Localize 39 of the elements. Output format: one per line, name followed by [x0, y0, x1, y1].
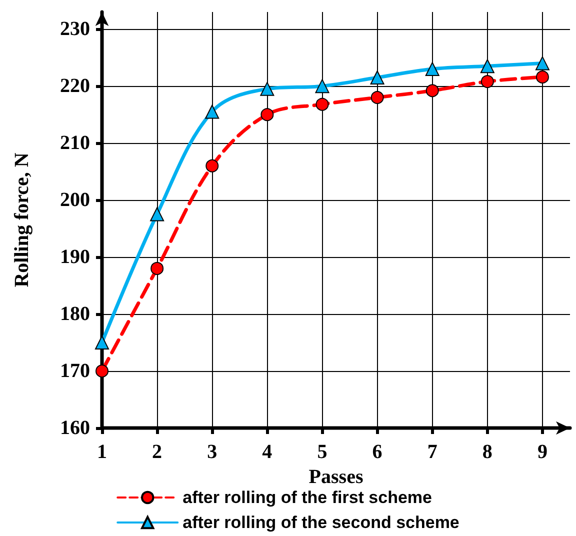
x-tick-label: 2 [152, 441, 162, 463]
y-tick-label: 180 [60, 303, 90, 326]
x-tick-label: 3 [207, 441, 218, 463]
point [150, 262, 164, 275]
point [480, 75, 494, 88]
x-tick-label: 4 [262, 441, 272, 463]
x-tick-label: 8 [482, 441, 492, 463]
y-tick-label: 220 [60, 75, 90, 98]
point [316, 98, 329, 111]
point [95, 336, 109, 350]
point [536, 70, 549, 84]
y-tick-label: 170 [60, 360, 90, 382]
x-tick-label: 5 [317, 441, 328, 463]
y-tick-label: 230 [60, 18, 90, 40]
point [370, 70, 384, 85]
x-tick-label: 7 [427, 441, 438, 463]
y-axis-title: Rolling force, N [11, 152, 33, 288]
point [150, 207, 164, 222]
point [206, 159, 219, 172]
point [535, 56, 550, 70]
y-tick-label: 190 [60, 246, 90, 268]
point [426, 84, 439, 98]
legend-label: after rolling of the first scheme [182, 488, 432, 507]
point [315, 79, 330, 94]
x-tick-label: 1 [97, 441, 107, 463]
point [96, 364, 108, 378]
y-tick-label: 160 [60, 417, 90, 439]
point [260, 82, 274, 96]
point [370, 90, 384, 104]
point [260, 108, 274, 122]
x-axis-title: Passes [308, 466, 364, 488]
y-tick-label: 210 [60, 132, 90, 154]
legend-label: after rolling of the second scheme [182, 513, 460, 532]
x-tick-label: 6 [372, 441, 382, 463]
point [425, 62, 440, 76]
x-tick-label: 9 [537, 441, 548, 463]
point [205, 104, 220, 119]
y-tick-label: 200 [60, 189, 90, 212]
point [480, 59, 494, 74]
